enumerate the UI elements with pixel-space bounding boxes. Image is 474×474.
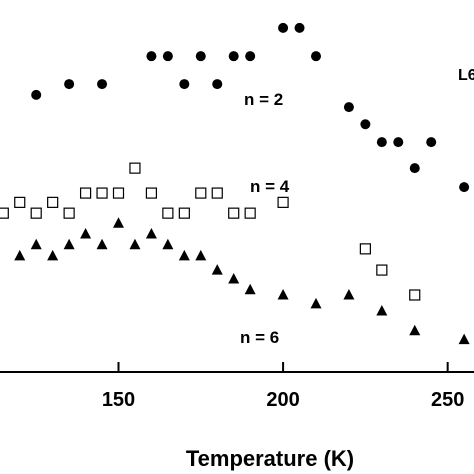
data-point-series-1 [393, 137, 404, 148]
data-point-series-2 [244, 207, 256, 219]
data-point-series-3 [14, 249, 26, 261]
data-point-series-3 [277, 288, 289, 300]
data-point-series-1 [195, 51, 206, 62]
x-tick-label: 150 [102, 389, 135, 411]
data-point-series-3 [376, 304, 388, 316]
x-tick-label: 250 [431, 389, 464, 411]
data-point-series-1 [360, 119, 371, 130]
data-point-series-3 [178, 249, 190, 261]
data-point-series-3 [129, 238, 141, 250]
x-axis-title: Temperature (K) [186, 446, 354, 471]
data-point-series-2 [47, 196, 59, 208]
data-point-series-2 [14, 196, 26, 208]
data-point-series-2 [96, 187, 108, 199]
data-point-series-1 [64, 79, 75, 90]
data-point-series-3 [310, 297, 322, 309]
data-point-series-2 [409, 289, 421, 301]
series-label-n4: n = 4 [250, 177, 290, 196]
data-point-series-2 [112, 187, 125, 199]
data-point-series-2 [211, 187, 223, 199]
x-axis-ticks: 150 200 250 [102, 362, 464, 411]
data-point-series-3 [80, 227, 92, 239]
data-point-series-3 [113, 217, 124, 228]
data-point-series-1 [311, 51, 321, 62]
data-point-series-2 [228, 207, 240, 219]
data-point-series-2 [162, 207, 174, 219]
data-point-series-1 [146, 51, 157, 62]
data-point-series-2 [0, 207, 9, 219]
data-point-series-2 [376, 264, 388, 276]
data-markers [0, 22, 470, 345]
data-point-series-3 [343, 288, 355, 300]
data-point-series-1 [97, 79, 108, 90]
data-point-series-3 [244, 283, 256, 295]
series-label-n6: n = 6 [240, 328, 279, 347]
data-point-series-2 [178, 207, 190, 219]
data-point-series-3 [458, 333, 470, 345]
data-point-series-3 [47, 249, 59, 261]
data-point-series-2 [277, 196, 289, 208]
data-point-series-1 [409, 163, 420, 174]
data-point-series-2 [129, 162, 141, 174]
data-point-series-3 [145, 227, 157, 239]
data-point-series-1 [228, 51, 239, 62]
data-point-series-2 [145, 187, 158, 199]
data-point-series-1 [31, 89, 42, 100]
data-point-series-3 [162, 238, 174, 250]
data-point-series-3 [63, 238, 75, 250]
data-point-series-2 [30, 207, 42, 219]
data-point-series-1 [343, 102, 354, 113]
data-point-series-1 [426, 137, 437, 148]
data-point-series-3 [211, 264, 223, 275]
data-point-series-1 [212, 79, 223, 90]
data-point-series-2 [195, 187, 207, 199]
data-point-series-1 [179, 79, 190, 90]
data-point-series-2 [359, 243, 371, 255]
data-point-series-3 [96, 238, 108, 250]
data-point-series-1 [162, 51, 173, 62]
corner-label: L6 [458, 67, 474, 84]
data-point-series-1 [278, 22, 289, 33]
data-point-series-2 [63, 207, 75, 219]
data-point-series-2 [79, 187, 92, 199]
data-point-series-3 [30, 238, 42, 250]
data-point-series-1 [294, 22, 305, 33]
data-point-series-1 [376, 137, 387, 148]
x-tick-label: 200 [266, 389, 299, 411]
series-label-n2: n = 2 [244, 90, 283, 109]
data-point-series-3 [228, 273, 240, 284]
data-point-series-1 [459, 182, 470, 193]
data-point-series-3 [195, 249, 207, 261]
data-point-series-1 [245, 51, 256, 62]
data-point-series-3 [409, 324, 421, 336]
